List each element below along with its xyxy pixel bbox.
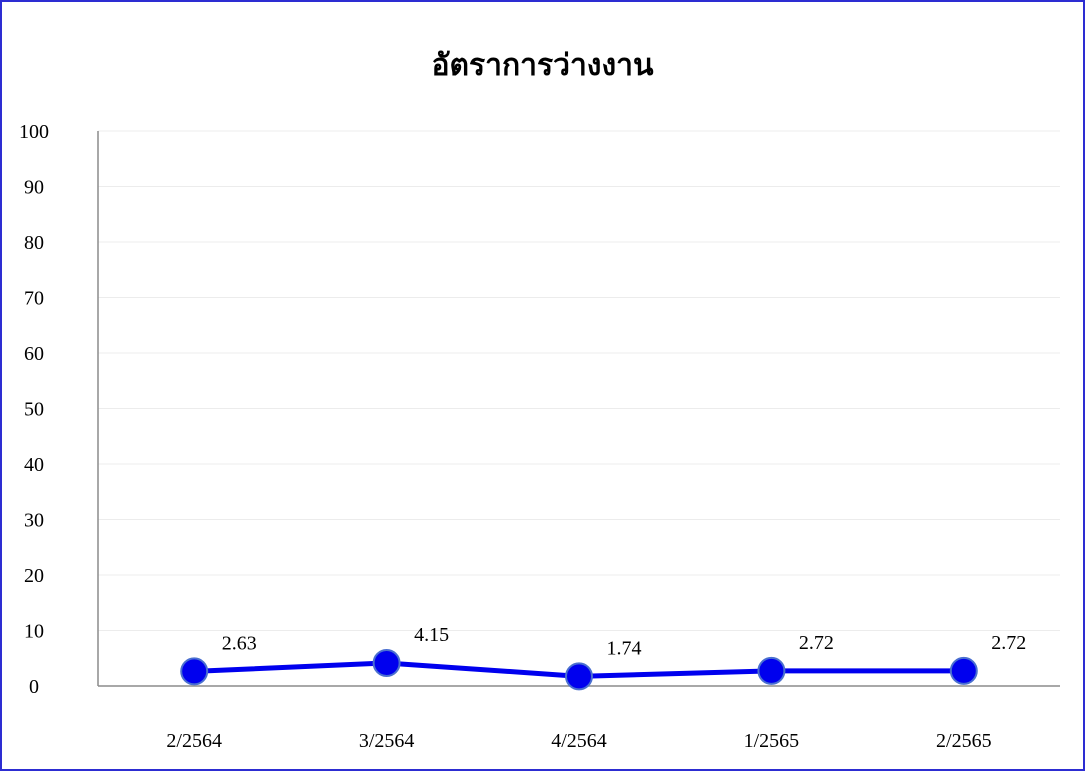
y-tick-label: 20 <box>24 565 44 587</box>
data-point <box>372 648 401 677</box>
y-tick-label: 80 <box>24 232 44 254</box>
data-label: 2.63 <box>222 632 257 654</box>
y-tick-label: 70 <box>24 288 44 310</box>
data-point <box>565 662 593 691</box>
y-tick-label: 90 <box>24 177 44 199</box>
data-label: 4.15 <box>414 624 449 646</box>
chart-title: อัตราการว่างงาน <box>431 49 654 82</box>
x-tick-label: 2/2564 <box>166 730 222 752</box>
data-label: 1.74 <box>607 637 642 659</box>
data-label: 2.72 <box>799 632 834 654</box>
y-tick-label: 30 <box>24 510 44 532</box>
y-tick-label: 60 <box>24 343 44 365</box>
y-tick-label: 40 <box>24 454 44 476</box>
x-tick-label: 1/2565 <box>744 730 800 752</box>
y-tick-label: 0 <box>29 676 39 698</box>
x-tick-label: 4/2564 <box>551 730 607 752</box>
data-point <box>757 656 786 685</box>
data-point <box>180 657 209 686</box>
data-label: 2.72 <box>991 632 1026 654</box>
x-tick-label: 2/2565 <box>936 730 992 752</box>
y-tick-label: 10 <box>24 621 44 643</box>
x-tick-label: 3/2564 <box>359 730 415 752</box>
y-tick-label: 50 <box>24 399 44 421</box>
data-point <box>949 656 978 685</box>
y-tick-label: 100 <box>19 121 49 143</box>
